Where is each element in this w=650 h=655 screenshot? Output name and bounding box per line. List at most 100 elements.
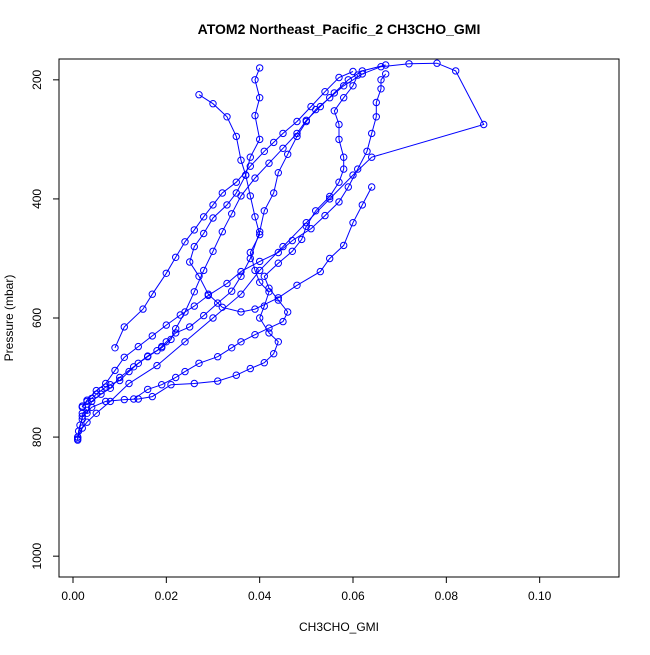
series-5 xyxy=(111,67,357,352)
data-point xyxy=(368,183,376,191)
data-point xyxy=(363,147,371,156)
data-point xyxy=(251,331,259,339)
data-point xyxy=(340,153,348,161)
series-4 xyxy=(130,71,362,403)
data-point xyxy=(125,367,133,376)
data-point xyxy=(120,395,129,404)
y-tick-label: 200 xyxy=(30,70,44,90)
data-point xyxy=(176,311,185,319)
data-point xyxy=(88,397,96,406)
data-point xyxy=(120,323,129,331)
series-line xyxy=(81,73,387,408)
data-point xyxy=(209,247,217,256)
data-point xyxy=(246,364,255,373)
data-point xyxy=(181,238,189,246)
data-point xyxy=(242,171,250,179)
data-point xyxy=(358,201,366,209)
data-point xyxy=(218,228,227,236)
data-point xyxy=(106,384,115,392)
data-point xyxy=(260,359,268,367)
data-point xyxy=(368,129,376,138)
data-point xyxy=(251,111,259,120)
data-point xyxy=(190,302,199,310)
data-point xyxy=(88,403,96,411)
data-point xyxy=(195,91,203,99)
data-point xyxy=(293,117,301,126)
data-point xyxy=(232,178,241,186)
data-point xyxy=(83,409,91,417)
data-point xyxy=(279,144,287,153)
data-point xyxy=(326,254,334,263)
data-point xyxy=(354,165,362,173)
data-point xyxy=(288,236,296,245)
data-point xyxy=(344,183,352,191)
series-line xyxy=(86,64,386,414)
data-point xyxy=(139,305,147,313)
data-point xyxy=(321,211,329,220)
data-point xyxy=(270,350,278,358)
data-point xyxy=(214,299,222,307)
data-point xyxy=(274,338,282,346)
data-point xyxy=(326,94,334,102)
chart-title: ATOM2 Northeast_Pacific_2 CH3CHO_GMI xyxy=(198,21,481,37)
data-point xyxy=(335,178,343,186)
data-point xyxy=(237,290,245,298)
data-point xyxy=(265,329,273,337)
data-point xyxy=(209,214,217,222)
data-point xyxy=(321,88,329,96)
data-point xyxy=(130,363,138,371)
data-point xyxy=(158,344,166,352)
data-point xyxy=(209,201,217,209)
data-point xyxy=(223,113,231,121)
data-point xyxy=(181,338,189,346)
data-point xyxy=(260,207,268,215)
data-point xyxy=(335,120,343,129)
data-point xyxy=(125,379,133,388)
data-point xyxy=(265,284,273,292)
data-point xyxy=(260,147,268,156)
series-1 xyxy=(74,64,282,443)
data-point xyxy=(186,323,194,331)
x-tick-label: 0.00 xyxy=(61,589,85,603)
data-point xyxy=(190,226,199,234)
data-point xyxy=(214,353,222,361)
data-point xyxy=(316,102,324,111)
data-point xyxy=(340,165,348,173)
data-point xyxy=(372,98,380,107)
series-3 xyxy=(78,70,390,411)
data-point xyxy=(349,67,357,76)
data-point xyxy=(246,248,255,257)
data-point xyxy=(74,435,82,443)
data-point xyxy=(344,76,352,84)
data-point xyxy=(302,116,310,125)
data-point xyxy=(377,76,385,84)
data-point xyxy=(256,257,264,266)
x-tick-label: 0.06 xyxy=(341,589,365,603)
data-point xyxy=(218,303,227,311)
data-point xyxy=(120,353,129,361)
data-point xyxy=(256,94,264,102)
data-point xyxy=(340,94,348,102)
data-point xyxy=(172,325,180,333)
data-point xyxy=(214,377,222,385)
data-point xyxy=(330,89,338,97)
y-tick-label: 400 xyxy=(30,189,44,209)
data-point xyxy=(134,359,143,367)
data-point xyxy=(228,210,236,218)
data-point xyxy=(102,379,110,388)
data-point xyxy=(368,153,376,161)
data-point xyxy=(172,253,180,261)
data-point xyxy=(92,409,101,417)
data-point xyxy=(209,100,217,108)
series-line xyxy=(133,74,359,400)
data-point xyxy=(200,229,208,238)
data-point xyxy=(237,338,245,346)
data-point xyxy=(382,70,390,78)
series-6 xyxy=(186,91,376,316)
x-axis: 0.00 0.02 0.04 0.06 0.08 0.10 xyxy=(61,577,552,603)
data-point xyxy=(200,266,208,275)
data-point xyxy=(228,344,236,352)
data-point xyxy=(251,266,259,275)
data-point xyxy=(204,290,213,298)
y-tick-label: 600 xyxy=(30,308,44,328)
